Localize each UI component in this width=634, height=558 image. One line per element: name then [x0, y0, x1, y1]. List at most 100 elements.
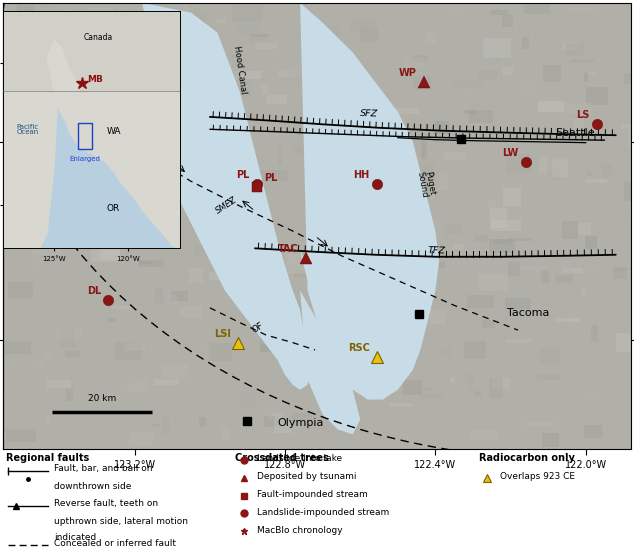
- Polygon shape: [30, 362, 41, 368]
- Polygon shape: [112, 306, 135, 309]
- Polygon shape: [278, 70, 300, 78]
- Polygon shape: [25, 153, 51, 158]
- Polygon shape: [9, 360, 13, 365]
- Polygon shape: [351, 196, 363, 200]
- Text: WA: WA: [107, 127, 120, 136]
- Polygon shape: [418, 267, 425, 282]
- Polygon shape: [285, 254, 311, 274]
- Polygon shape: [363, 377, 391, 384]
- Polygon shape: [601, 163, 612, 177]
- Polygon shape: [482, 320, 495, 329]
- Polygon shape: [543, 65, 561, 82]
- Polygon shape: [199, 417, 206, 426]
- Polygon shape: [115, 342, 141, 360]
- Text: Enlarged: Enlarged: [69, 156, 100, 162]
- Polygon shape: [61, 137, 82, 151]
- Polygon shape: [34, 174, 51, 181]
- Polygon shape: [383, 291, 398, 350]
- Polygon shape: [162, 417, 169, 436]
- Polygon shape: [337, 333, 347, 338]
- Polygon shape: [450, 377, 455, 382]
- Polygon shape: [126, 235, 130, 241]
- Polygon shape: [95, 76, 107, 81]
- Polygon shape: [294, 270, 314, 277]
- Polygon shape: [415, 430, 419, 433]
- Polygon shape: [91, 249, 120, 262]
- Polygon shape: [360, 28, 378, 42]
- Polygon shape: [493, 239, 512, 244]
- Polygon shape: [171, 291, 188, 301]
- Polygon shape: [467, 372, 474, 391]
- Polygon shape: [591, 72, 597, 75]
- Polygon shape: [64, 10, 79, 26]
- Polygon shape: [300, 251, 323, 310]
- Polygon shape: [38, 358, 43, 371]
- Polygon shape: [585, 236, 597, 249]
- Polygon shape: [331, 295, 349, 309]
- Polygon shape: [430, 182, 435, 198]
- Text: Canada: Canada: [84, 33, 113, 42]
- Polygon shape: [288, 70, 300, 81]
- Polygon shape: [42, 239, 49, 244]
- Polygon shape: [129, 432, 153, 446]
- Polygon shape: [155, 287, 162, 305]
- Polygon shape: [506, 155, 532, 174]
- Polygon shape: [503, 187, 521, 205]
- Polygon shape: [133, 11, 140, 29]
- Polygon shape: [560, 91, 578, 102]
- Polygon shape: [122, 385, 138, 391]
- Polygon shape: [446, 224, 462, 234]
- Polygon shape: [221, 426, 229, 441]
- Polygon shape: [479, 71, 498, 80]
- Text: Pacific
Ocean: Pacific Ocean: [16, 123, 39, 135]
- Polygon shape: [15, 166, 25, 183]
- Polygon shape: [154, 155, 165, 161]
- Polygon shape: [543, 303, 557, 306]
- Text: HH: HH: [353, 170, 370, 180]
- Text: Deposited by tsunami: Deposited by tsunami: [257, 472, 356, 481]
- Polygon shape: [186, 200, 197, 219]
- Polygon shape: [93, 128, 101, 140]
- Polygon shape: [479, 273, 508, 291]
- Polygon shape: [469, 110, 493, 123]
- Polygon shape: [29, 116, 40, 134]
- Polygon shape: [331, 97, 356, 108]
- Polygon shape: [189, 268, 204, 283]
- Polygon shape: [508, 238, 533, 240]
- Text: Regional faults: Regional faults: [6, 453, 89, 463]
- Polygon shape: [266, 95, 287, 104]
- Polygon shape: [441, 348, 453, 357]
- Text: OF: OF: [251, 321, 266, 335]
- Polygon shape: [443, 155, 471, 160]
- Polygon shape: [30, 49, 52, 55]
- Polygon shape: [389, 403, 411, 407]
- Polygon shape: [250, 22, 262, 38]
- Polygon shape: [300, 291, 360, 434]
- Polygon shape: [541, 270, 548, 283]
- Text: indicated: indicated: [54, 533, 96, 542]
- Polygon shape: [492, 378, 510, 389]
- Polygon shape: [538, 101, 564, 113]
- Polygon shape: [163, 26, 179, 39]
- Polygon shape: [583, 73, 588, 82]
- Polygon shape: [508, 262, 520, 276]
- Polygon shape: [420, 394, 445, 400]
- Polygon shape: [591, 325, 598, 341]
- Text: MB: MB: [87, 75, 103, 84]
- Polygon shape: [41, 66, 62, 82]
- Polygon shape: [45, 349, 49, 359]
- Polygon shape: [300, 3, 439, 400]
- Polygon shape: [444, 152, 465, 160]
- Polygon shape: [142, 3, 311, 389]
- Polygon shape: [424, 100, 429, 109]
- Text: Tacoma: Tacoma: [507, 308, 549, 318]
- Polygon shape: [435, 121, 449, 134]
- Text: Seattle: Seattle: [555, 128, 595, 138]
- Polygon shape: [134, 209, 143, 215]
- Polygon shape: [240, 268, 247, 273]
- Polygon shape: [18, 203, 34, 217]
- Polygon shape: [66, 388, 73, 401]
- Polygon shape: [453, 81, 484, 89]
- Polygon shape: [251, 104, 261, 120]
- Polygon shape: [491, 220, 521, 230]
